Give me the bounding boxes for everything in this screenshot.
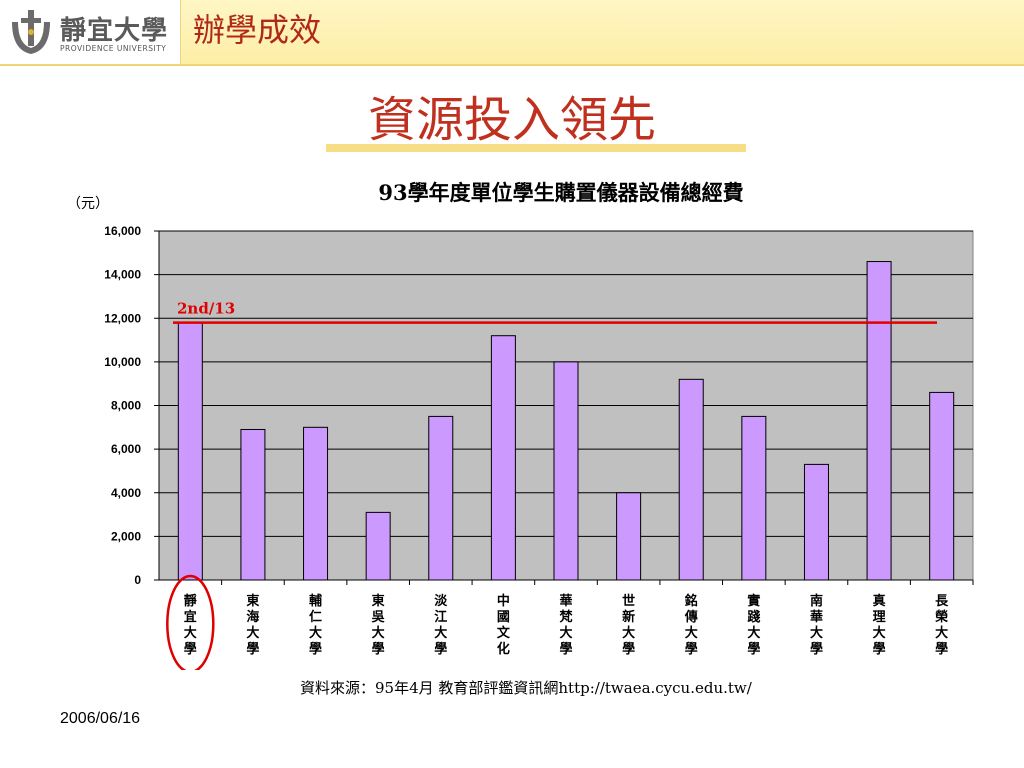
x-tick-label: 長榮大學 — [935, 594, 949, 657]
bar[interactable] — [741, 415, 767, 581]
bar[interactable] — [490, 335, 516, 581]
bar-chart: 93學年度單位學生購置儀器設備總經費 （元） 0 2,000 4,000 6,000 8… — [67, 180, 974, 670]
slide-title: 資源投入領先 — [367, 92, 656, 148]
x-tick-label: 銘傳大學 — [684, 593, 698, 657]
x-tick-label: 中國文化 — [497, 593, 511, 657]
y-tick-label: 0 — [134, 573, 141, 587]
highlight-circle — [166, 574, 215, 670]
x-tick-label: 華梵大學 — [559, 593, 573, 657]
y-axis-unit: （元） — [67, 196, 109, 212]
x-tick-label: 輔仁大學 — [309, 593, 322, 657]
y-tick-label: 2,000 — [111, 529, 141, 543]
bar[interactable] — [303, 426, 329, 581]
bar[interactable] — [177, 322, 203, 581]
y-tick-label: 10,000 — [104, 355, 141, 369]
section-title: 辦學成效 — [193, 11, 322, 49]
university-logo: 靜宜大學 PROVIDENCE UNIVERSITY — [0, 0, 181, 64]
bar[interactable] — [803, 463, 829, 581]
logo-name: 靜宜大學 — [60, 16, 169, 46]
bar[interactable] — [365, 511, 391, 581]
bar[interactable] — [866, 261, 892, 581]
chart-title: 93學年度單位學生購置儀器設備總經費 — [378, 180, 743, 205]
bar[interactable] — [929, 391, 955, 581]
y-tick-label: 8,000 — [111, 399, 141, 413]
x-tick-label: 淡江大學 — [434, 594, 448, 657]
header-bar: 靜宜大學 PROVIDENCE UNIVERSITY 辦學成效 — [0, 0, 1024, 66]
y-tick-label: 12,000 — [104, 311, 141, 325]
x-tick-label: 實踐大學 — [747, 593, 760, 657]
y-tick-label: 4,000 — [111, 486, 141, 500]
logo-cross-icon — [12, 10, 50, 54]
x-tick-label: 世新大學 — [622, 593, 635, 657]
slide-date: 2006/06/16 — [60, 710, 141, 727]
chart-panel: 93學年度單位學生購置儀器設備總經費 （元） 0 2,000 4,000 6,000 8… — [61, 174, 983, 670]
bar[interactable] — [428, 415, 454, 581]
bar[interactable] — [553, 361, 579, 581]
bar[interactable] — [616, 492, 642, 581]
logo-subtitle: PROVIDENCE UNIVERSITY — [60, 44, 167, 53]
y-tick-label: 14,000 — [104, 268, 141, 282]
y-tick-label: 16,000 — [104, 224, 141, 238]
bar[interactable] — [678, 378, 704, 581]
title-underline — [326, 144, 746, 152]
bar[interactable] — [240, 428, 266, 581]
x-tick-label: 南華大學 — [810, 593, 823, 657]
x-tick-label: 靜宜大學 — [184, 593, 197, 657]
source-note: 資料來源：95年4月 教育部評鑑資訊網http://twaea.cycu.edu… — [300, 679, 752, 697]
reference-line-label: 2nd/13 — [177, 300, 235, 318]
x-tick-label: 真理大學 — [873, 593, 886, 657]
x-tick-label: 東海大學 — [246, 593, 259, 657]
y-tick-label: 6,000 — [111, 442, 141, 456]
x-tick-label: 東吳大學 — [371, 593, 386, 657]
